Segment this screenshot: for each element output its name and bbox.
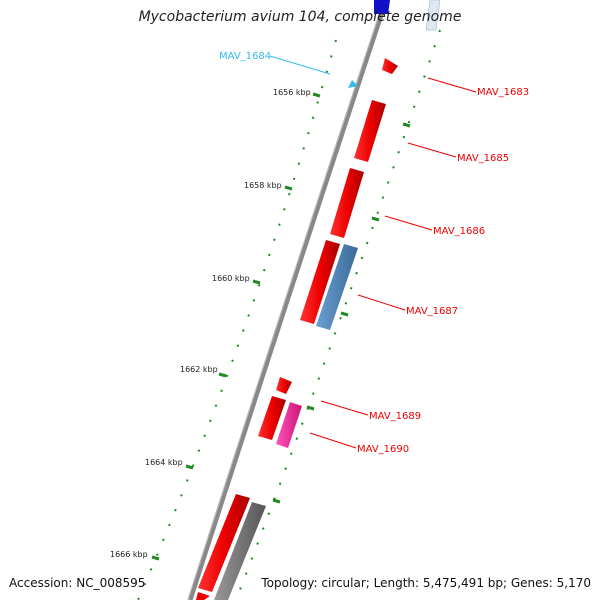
gene-mav-1684-arrow[interactable] — [348, 80, 358, 88]
leader-mav-1690 — [309, 432, 357, 449]
gene-label-mav-1684[interactable]: MAV_1684 — [219, 51, 271, 62]
scale-label: 1656 kbp — [273, 88, 311, 97]
scale-label: 1666 kbp — [110, 550, 148, 559]
tick-mark — [218, 372, 227, 378]
gene-blocks — [196, 0, 441, 600]
gene-mav-1690[interactable] — [276, 402, 302, 448]
label-leaders — [269, 55, 477, 449]
gene-label-mav-1687[interactable]: MAV_1687 — [406, 306, 458, 317]
tick-mark — [252, 279, 261, 285]
leader-mav-1687 — [357, 294, 406, 311]
scale-labels: 1656 kbp 1658 kbp 1660 kbp 1662 kbp 1664… — [110, 88, 311, 559]
gene-label-mav-1685[interactable]: MAV_1685 — [457, 153, 509, 164]
gene-mav-1683-arrow[interactable] — [382, 58, 398, 74]
gene-mav-1687-red[interactable] — [300, 240, 340, 324]
gene-mav-1689[interactable] — [258, 396, 286, 440]
tick-mark — [151, 555, 160, 561]
scale-label: 1662 kbp — [180, 365, 218, 374]
gene-dark-blue[interactable] — [374, 0, 390, 14]
leader-mav-1689 — [320, 400, 369, 416]
gene-red-bottom-arrow[interactable] — [196, 592, 210, 600]
gene-mav-1686[interactable] — [330, 168, 364, 238]
tick-mark — [185, 464, 194, 470]
outer-dotted-track — [137, 39, 337, 600]
tick-mark — [402, 122, 411, 128]
genome-summary-text: Topology: circular; Length: 5,475,491 bp… — [261, 576, 591, 590]
gene-label-mav-1686[interactable]: MAV_1686 — [433, 226, 485, 237]
tick-mark — [272, 498, 281, 504]
gene-mav-1687-blue[interactable] — [316, 244, 358, 330]
gene-red-lower[interactable] — [198, 494, 250, 592]
gene-gray-lower[interactable] — [214, 502, 266, 600]
gene-light-blue[interactable] — [425, 0, 441, 31]
leader-mav-1685 — [407, 142, 457, 158]
gene-label-mav-1689[interactable]: MAV_1689 — [369, 411, 421, 422]
genome-backbone — [187, 0, 389, 600]
leader-mav-1684 — [269, 55, 331, 75]
genome-backbone-highlight — [187, 0, 385, 600]
gene-mav-1689-arrow[interactable] — [276, 377, 292, 394]
scale-label: 1658 kbp — [244, 181, 282, 190]
accession-text: Accession: NC_008595 — [9, 576, 146, 590]
gene-label-mav-1690[interactable]: MAV_1690 — [357, 444, 409, 455]
leader-mav-1686 — [384, 215, 433, 231]
gene-mav-1685[interactable] — [354, 100, 386, 162]
scale-label: 1660 kbp — [212, 274, 250, 283]
tick-mark — [340, 311, 349, 317]
scale-ticks — [151, 92, 411, 561]
tick-mark — [312, 92, 321, 98]
tick-mark — [284, 185, 293, 191]
scale-label: 1664 kbp — [145, 458, 183, 467]
map-title: Mycobacterium avium 104, complete genome — [138, 9, 462, 25]
gene-label-mav-1683[interactable]: MAV_1683 — [477, 87, 529, 98]
leader-mav-1683 — [427, 77, 477, 93]
tick-mark — [306, 405, 315, 411]
tick-mark — [371, 216, 380, 222]
gene-labels: MAV_1684 MAV_1683 MAV_1685 MAV_1686 MAV_… — [219, 51, 529, 455]
